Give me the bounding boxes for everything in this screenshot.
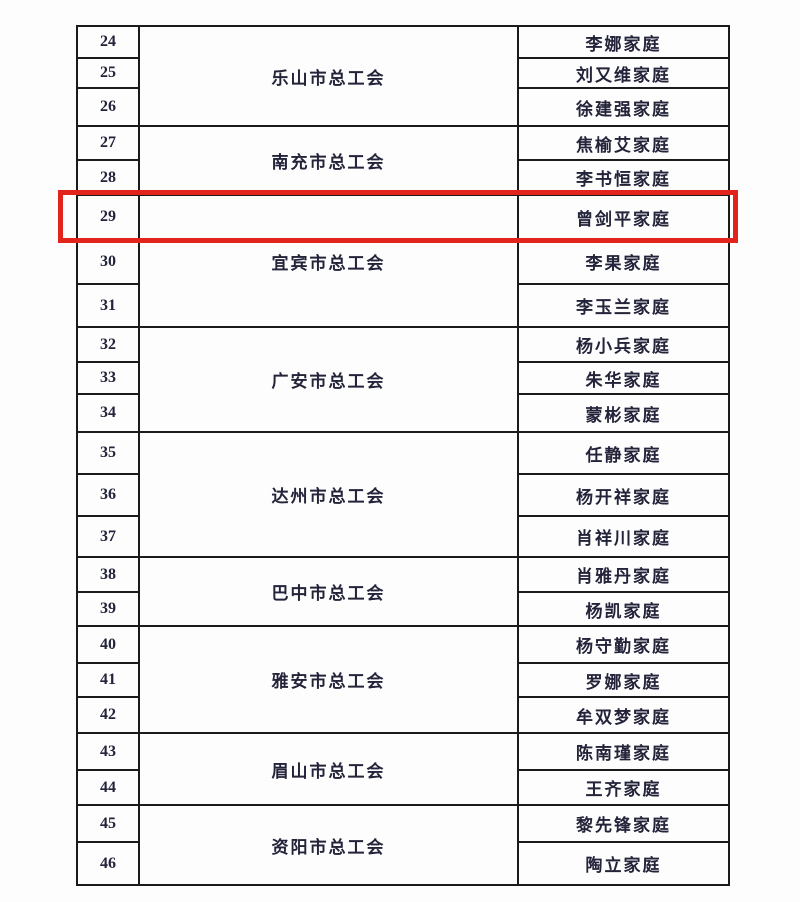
family-cell: 李果家庭 bbox=[517, 238, 730, 285]
table-row: 26 徐建强家庭 bbox=[76, 87, 730, 127]
family-cell: 李娜家庭 bbox=[517, 25, 730, 59]
table-row: 32 广安市总工会 杨小兵家庭 bbox=[76, 326, 730, 433]
table-row: 34 蒙彬家庭 bbox=[76, 393, 730, 433]
table-row: 42 牟双梦家庭 bbox=[76, 696, 730, 734]
row-number: 44 bbox=[76, 769, 140, 806]
table-row: 39 杨凯家庭 bbox=[76, 591, 730, 627]
table-row: 41 罗娜家庭 bbox=[76, 662, 730, 698]
row-number: 43 bbox=[76, 732, 140, 771]
family-cell: 陶立家庭 bbox=[517, 841, 730, 886]
family-cell: 黎先锋家庭 bbox=[517, 804, 730, 843]
table-row: 46 陶立家庭 bbox=[76, 841, 730, 886]
row-number: 46 bbox=[76, 841, 140, 886]
family-cell: 蒙彬家庭 bbox=[517, 393, 730, 433]
family-cell: 杨凯家庭 bbox=[517, 591, 730, 627]
family-cell: 杨小兵家庭 bbox=[517, 326, 730, 363]
table-row: 45 资阳市总工会 黎先锋家庭 bbox=[76, 804, 730, 886]
family-cell: 陈南瑾家庭 bbox=[517, 732, 730, 771]
table-row: 44 王齐家庭 bbox=[76, 769, 730, 806]
family-cell: 任静家庭 bbox=[517, 431, 730, 475]
row-number: 41 bbox=[76, 662, 140, 698]
org-cell-meishan: 眉山市总工会 bbox=[138, 732, 519, 806]
org-cell-yibin: 宜宾市总工会 bbox=[138, 194, 519, 328]
family-cell: 杨守勤家庭 bbox=[517, 625, 730, 664]
family-cell: 罗娜家庭 bbox=[517, 662, 730, 698]
org-cell-bazhong: 巴中市总工会 bbox=[138, 556, 519, 627]
table-row: 25 刘又维家庭 bbox=[76, 57, 730, 89]
table-row: 33 朱华家庭 bbox=[76, 361, 730, 395]
table-row: 43 眉山市总工会 陈南瑾家庭 bbox=[76, 732, 730, 806]
row-number: 40 bbox=[76, 625, 140, 664]
table-row: 38 巴中市总工会 肖雅丹家庭 bbox=[76, 556, 730, 627]
family-cell: 徐建强家庭 bbox=[517, 87, 730, 127]
row-number: 45 bbox=[76, 804, 140, 843]
family-cell: 肖雅丹家庭 bbox=[517, 556, 730, 593]
row-number: 28 bbox=[76, 159, 140, 196]
table-row: 28 李书恒家庭 bbox=[76, 159, 730, 196]
row-number: 32 bbox=[76, 326, 140, 363]
table-row: 36 杨开祥家庭 bbox=[76, 473, 730, 517]
family-cell: 肖祥川家庭 bbox=[517, 515, 730, 558]
row-number: 38 bbox=[76, 556, 140, 593]
table-row: 31 李玉兰家庭 bbox=[76, 283, 730, 328]
row-number: 35 bbox=[76, 431, 140, 475]
row-number: 24 bbox=[76, 25, 140, 59]
row-number: 25 bbox=[76, 57, 140, 89]
row-number: 27 bbox=[76, 125, 140, 161]
family-cell: 牟双梦家庭 bbox=[517, 696, 730, 734]
row-number: 29 bbox=[76, 194, 140, 240]
family-cell: 曾剑平家庭 bbox=[517, 194, 730, 240]
row-number: 34 bbox=[76, 393, 140, 433]
row-number: 26 bbox=[76, 87, 140, 127]
family-cell: 焦榆艾家庭 bbox=[517, 125, 730, 161]
org-cell-leshan: 乐山市总工会 bbox=[138, 25, 519, 127]
row-number: 30 bbox=[76, 238, 140, 285]
row-number: 31 bbox=[76, 283, 140, 328]
org-cell-yaan: 雅安市总工会 bbox=[138, 625, 519, 734]
org-cell-dazhou: 达州市总工会 bbox=[138, 431, 519, 558]
family-cell: 刘又维家庭 bbox=[517, 57, 730, 89]
row-number: 42 bbox=[76, 696, 140, 734]
table-row: 37 肖祥川家庭 bbox=[76, 515, 730, 558]
row-number: 39 bbox=[76, 591, 140, 627]
family-cell: 李玉兰家庭 bbox=[517, 283, 730, 328]
table-row: 35 达州市总工会 任静家庭 bbox=[76, 431, 730, 558]
family-cell: 李书恒家庭 bbox=[517, 159, 730, 196]
org-cell-guangan: 广安市总工会 bbox=[138, 326, 519, 433]
table-row: 30 李果家庭 bbox=[76, 238, 730, 285]
table-row: 40 雅安市总工会 杨守勤家庭 bbox=[76, 625, 730, 734]
family-cell: 杨开祥家庭 bbox=[517, 473, 730, 517]
org-cell-ziyang: 资阳市总工会 bbox=[138, 804, 519, 886]
row-number: 37 bbox=[76, 515, 140, 558]
roster-table: 24 乐山市总工会 李娜家庭 25 刘又维家庭 26 徐建强家庭 27 南充市总… bbox=[76, 25, 730, 886]
table-row: 27 南充市总工会 焦榆艾家庭 bbox=[76, 125, 730, 196]
row-number: 33 bbox=[76, 361, 140, 395]
table-row-highlighted: 29 宜宾市总工会 曾剑平家庭 bbox=[76, 194, 730, 328]
family-cell: 王齐家庭 bbox=[517, 769, 730, 806]
row-number: 36 bbox=[76, 473, 140, 517]
family-cell: 朱华家庭 bbox=[517, 361, 730, 395]
org-cell-nanchong: 南充市总工会 bbox=[138, 125, 519, 196]
table-row: 24 乐山市总工会 李娜家庭 bbox=[76, 25, 730, 127]
